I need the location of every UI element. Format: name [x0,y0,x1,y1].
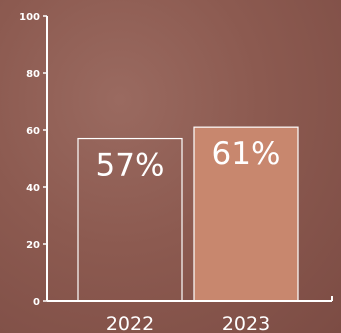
axes-group [46,16,333,302]
y-tick-label: 40 [26,183,40,194]
y-tick-label: 80 [26,69,40,80]
x-category-label: 2023 [222,313,270,333]
bar-2023 [193,126,299,302]
x-category-label: 2022 [106,313,154,333]
y-tick-label: 0 [33,297,40,308]
y-tick-label: 60 [26,126,40,137]
data-label-2023: 61% [212,136,281,172]
bars-group [77,126,299,302]
data-label-2022: 57% [96,148,165,184]
labels-group: 57% 2022 61% 2023 [96,136,281,333]
y-tick-label: 20 [26,240,40,251]
y-tick-label: 100 [19,12,40,23]
y-axis-ticks: 0 20 40 60 80 100 [19,12,47,308]
